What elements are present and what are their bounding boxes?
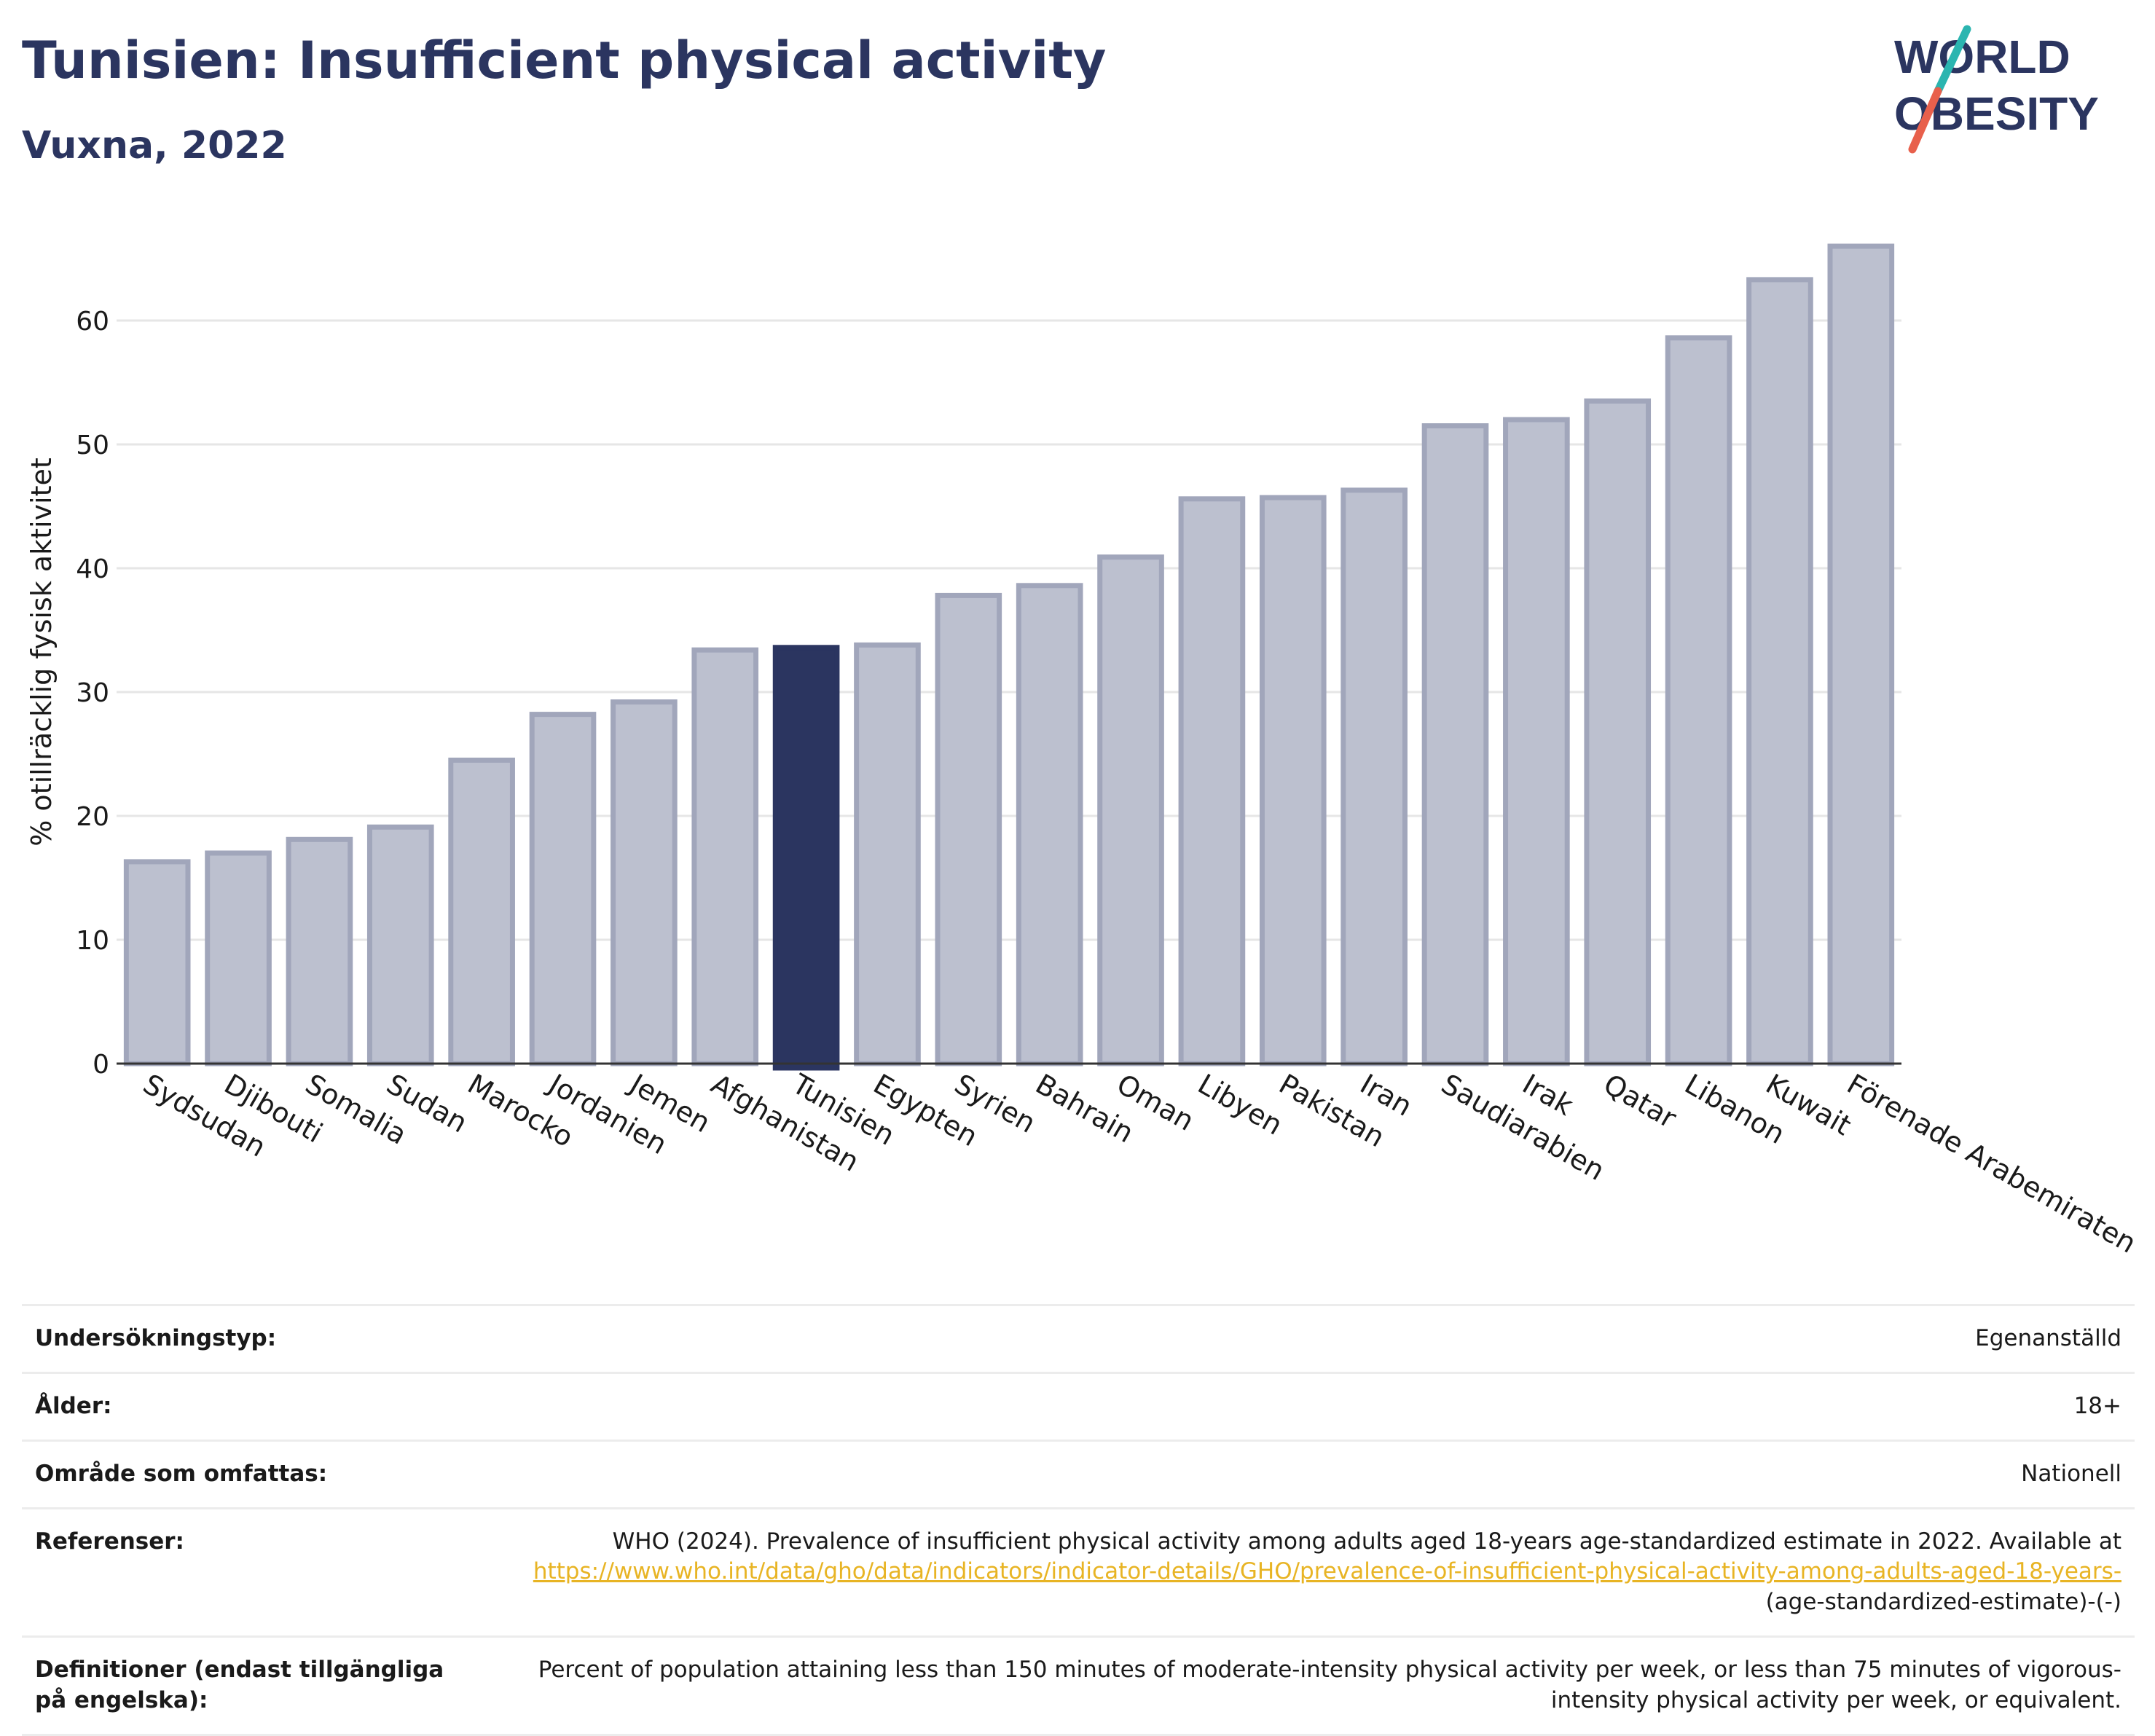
logo-line1: WORLD xyxy=(1894,31,2070,83)
reference-link[interactable]: https://www.who.int/data/gho/data/indica… xyxy=(533,1558,2121,1585)
bar xyxy=(1016,583,1083,1067)
info-label: Ålder: xyxy=(22,1371,485,1441)
references-value: WHO (2024). Prevalence of insufficient p… xyxy=(485,1507,2135,1637)
y-tick-label: 10 xyxy=(76,926,109,956)
info-table: Undersökningstyp: Egenanställd Ålder: 18+ Om… xyxy=(22,1304,2135,1736)
bar xyxy=(611,699,678,1067)
info-value: 18+ xyxy=(485,1371,2135,1441)
page-subtitle: Vuxna, 2022 xyxy=(22,124,287,168)
bar xyxy=(1665,335,1732,1067)
bar xyxy=(1259,495,1327,1067)
x-tick-label: Libyen xyxy=(1193,1068,1288,1142)
bar xyxy=(854,642,921,1067)
info-label: Undersökningstyp: xyxy=(22,1304,485,1373)
y-axis-label: % otillräcklig fysisk aktivitet xyxy=(25,457,58,847)
y-tick-label: 20 xyxy=(76,802,109,832)
info-row-references: Referenser: WHO (2024). Prevalence of ins… xyxy=(22,1507,2135,1637)
bar xyxy=(1503,417,1570,1067)
bar xyxy=(935,592,1002,1067)
world-obesity-logo: WORLD OBESITY xyxy=(1894,25,2099,154)
y-tick-label: 30 xyxy=(76,678,109,708)
bar xyxy=(1341,487,1408,1067)
info-row: Ålder: 18+ xyxy=(22,1371,2135,1441)
info-value: Nationell xyxy=(485,1439,2135,1509)
references-text: WHO (2024). Prevalence of insufficient p… xyxy=(612,1528,2121,1555)
bar-chart: 0 10 20 30 40 50 60 SydsudanDjiboutiSomaliaSud… xyxy=(25,243,2142,1260)
logo-slash-coral xyxy=(1908,87,1942,154)
info-value: Egenanställd xyxy=(485,1304,2135,1373)
bar xyxy=(366,824,434,1067)
info-row-definitions: Definitioner (endast tillgängliga på eng… xyxy=(22,1635,2135,1736)
references-label: Referenser: xyxy=(22,1507,485,1637)
bar xyxy=(529,712,597,1067)
page-title: Tunisien: Insufficient physical activity xyxy=(22,31,1107,90)
bar xyxy=(1746,277,1813,1067)
bar xyxy=(1827,243,1895,1067)
y-tick-label: 0 xyxy=(93,1050,109,1080)
bar xyxy=(448,758,515,1067)
chart-bars xyxy=(123,243,1895,1071)
info-label: Område som omfattas: xyxy=(22,1439,485,1509)
bar xyxy=(123,859,191,1067)
info-row: Undersökningstyp: Egenanställd xyxy=(22,1304,2135,1373)
bar xyxy=(691,647,759,1067)
info-row: Område som omfattas: Nationell xyxy=(22,1439,2135,1509)
bar xyxy=(286,836,353,1067)
y-tick-label: 60 xyxy=(76,307,109,337)
definitions-value: Percent of population attaining less tha… xyxy=(485,1635,2135,1736)
logo-slash-teal xyxy=(1934,25,1971,95)
bar xyxy=(1178,496,1246,1067)
bar xyxy=(1097,554,1164,1067)
bar-highlight xyxy=(772,645,840,1071)
definitions-label: Definitioner (endast tillgängliga på eng… xyxy=(22,1635,485,1736)
bar xyxy=(1584,398,1652,1067)
x-tick-label: Förenade Arabemiraten xyxy=(1842,1068,2142,1260)
x-axis-labels: SydsudanDjiboutiSomaliaSudanMarockoJorda… xyxy=(138,1067,2141,1260)
y-axis-ticks: 0 10 20 30 40 50 60 xyxy=(76,307,109,1080)
y-tick-label: 50 xyxy=(76,431,109,460)
bar xyxy=(205,850,272,1067)
references-tail: (age-standardized-estimate)-(-) xyxy=(1765,1589,2121,1616)
y-tick-label: 40 xyxy=(76,554,109,584)
bar xyxy=(1421,423,1489,1067)
x-tick-label: Qatar xyxy=(1598,1068,1682,1135)
